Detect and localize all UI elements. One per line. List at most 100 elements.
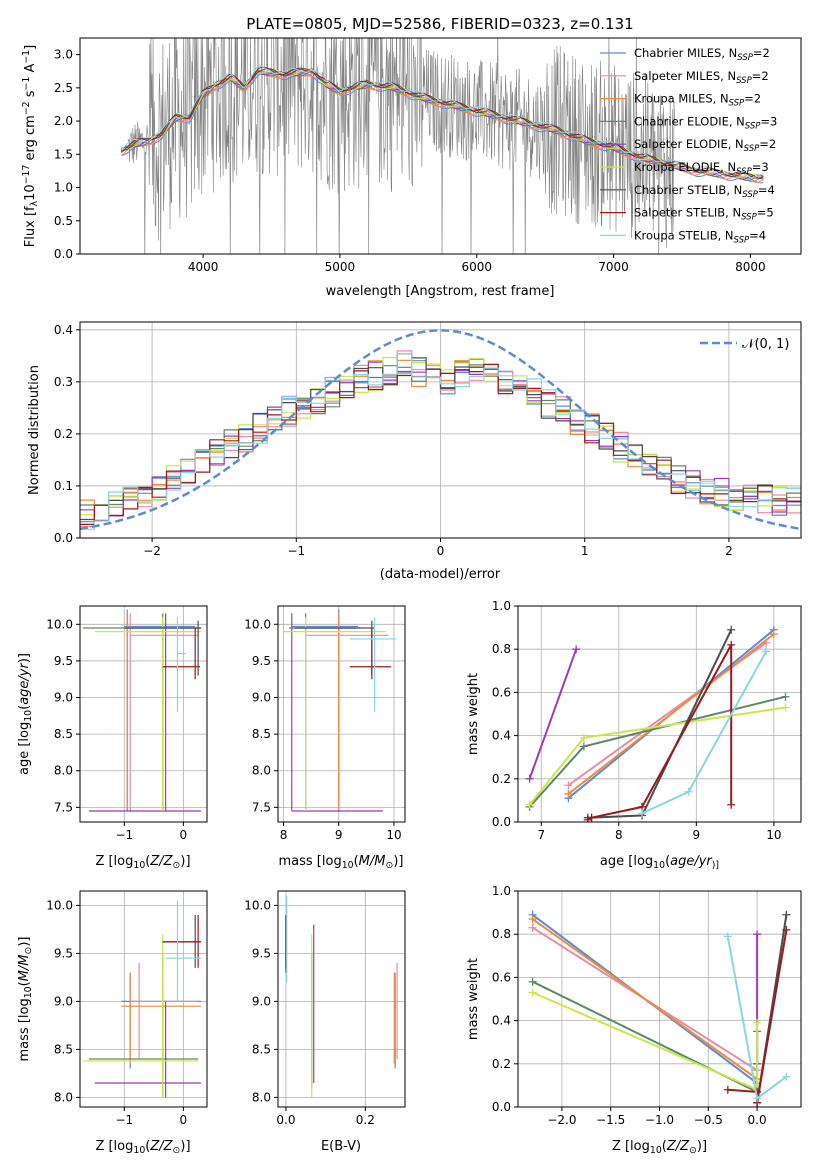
- y-tick-label: 9.5: [252, 654, 271, 668]
- y-tick-label: 0.2: [492, 772, 511, 786]
- weight-point: [525, 800, 534, 809]
- weight-point: [564, 789, 573, 798]
- label-part: Z [log: [612, 1139, 650, 1154]
- legend-entry: Salpeter STELIB, NSSP=5: [634, 206, 774, 223]
- legend-text: Chabrier STELIB, N: [634, 183, 742, 197]
- y-tick-label: 0.8: [492, 642, 511, 656]
- weight-line: [532, 918, 758, 1080]
- axes-frame: 4000 5000 6000 7000 8000 0.0 0.5 1.0 1.5 2.0 2.5 3.…: [54, 37, 802, 274]
- legend-tail: =3: [752, 160, 769, 174]
- y-tick-label: 1.0: [492, 884, 511, 898]
- label-part: (: [662, 1139, 667, 1154]
- x-tick-label: 9: [693, 828, 701, 842]
- legend-text: Salpeter MILES, N: [634, 69, 736, 83]
- axes-mass-vs-Z: −1 0 8.0 8.5 9.0 9.5 10.0: [46, 890, 208, 1127]
- plot-area: [283, 609, 397, 812]
- label-part: Flux [f: [23, 206, 38, 247]
- label-part: mass [log: [17, 998, 32, 1061]
- y-tick-label: 0.4: [492, 1014, 511, 1028]
- label-part: age/yr: [17, 661, 32, 704]
- label-part: )]: [180, 1139, 190, 1154]
- axes-border: [79, 37, 802, 255]
- label-part: 10: [133, 860, 145, 871]
- axes-weight-vs-age: 7 8 9 10 0.0 0.2 0.4 0.6 0.8 1.0: [492, 599, 802, 842]
- label-part: Z [log: [95, 1139, 133, 1154]
- x-axis-label: (data-model)/error: [380, 567, 501, 582]
- y-tick-label: 0.8: [492, 927, 511, 941]
- x-tick-label: −1: [115, 1113, 133, 1127]
- model-spectrum: [120, 66, 764, 179]
- legend-entry: Kroupa ELODIE, NSSP=3: [634, 160, 769, 177]
- axes-border: [79, 890, 208, 1108]
- model-spectrum: [120, 68, 764, 180]
- label-part: (: [145, 1139, 150, 1154]
- y-axis-label: Normed distribution: [27, 365, 42, 495]
- y-tick-label: 8.5: [54, 727, 73, 741]
- legend-tail: =2: [744, 92, 761, 106]
- x-tick-label: 9: [335, 828, 343, 842]
- legend-text: Chabrier MILES, N: [634, 46, 737, 60]
- axes-weight-vs-Z: −2.0 −1.5 −1.0 −0.5 0.0 0.0 0.2 0.4 0.6 0.8 1.0: [492, 884, 802, 1127]
- y-tick-label: 0.0: [54, 247, 73, 261]
- y-tick-label: 9.0: [252, 994, 271, 1008]
- y-tick-label: 0.3: [54, 375, 73, 389]
- x-tick-label: 1: [581, 544, 589, 558]
- x-axis-label: Z [log10(Z/Z⊙)]: [95, 854, 190, 871]
- y-tick-label: 0.1: [54, 479, 73, 493]
- x-tick-label: 6000: [461, 260, 492, 274]
- x-tick-label: −2.0: [547, 1113, 576, 1127]
- legend-sub: SSP: [734, 235, 750, 245]
- x-tick-label: 0.0: [276, 1113, 295, 1127]
- y-tick-label: 0.6: [492, 685, 511, 699]
- x-tick-label: 8000: [735, 260, 766, 274]
- label-part: (: [17, 981, 32, 986]
- x-axis-label: mass [log10(M/M⊙)]: [279, 854, 404, 871]
- x-tick-label: 0.0: [748, 1113, 767, 1127]
- axes-frame: 0.0 0.2 8.0 8.5 9.0 9.5 10.0: [244, 890, 406, 1127]
- y-tick-label: 9.5: [54, 946, 73, 960]
- legend-tail: =4: [758, 183, 775, 197]
- legend-text: Kroupa ELODIE, N: [634, 160, 736, 174]
- x-tick-label: 8: [280, 828, 288, 842]
- y-tick-label: 8.0: [252, 1090, 271, 1104]
- label-part: )]: [697, 1139, 707, 1154]
- y-tick-label: 9.0: [54, 691, 73, 705]
- x-tick-label: −0.5: [694, 1113, 723, 1127]
- legend-entry: Kroupa STELIB, NSSP=4: [634, 228, 766, 245]
- x-axis-label: E(B-V): [321, 1139, 361, 1154]
- x-axis-label: wavelength [Angstrom, rest frame]: [326, 284, 555, 299]
- weight-point: [782, 910, 791, 919]
- label-part: 10: [653, 860, 665, 871]
- legend-tail: =2: [759, 137, 776, 151]
- x-tick-label: −2: [143, 544, 161, 558]
- weight-line: [528, 648, 578, 780]
- y-tick-label: 8.0: [54, 1090, 73, 1104]
- gaussian-curve: [80, 329, 801, 531]
- label-part: Z [log: [95, 854, 133, 869]
- weight-point: [727, 800, 736, 809]
- weight-line: [587, 644, 733, 821]
- x-axis-label: Z [log10(Z/Z⊙)]: [95, 1139, 190, 1156]
- x-tick-label: 0.2: [356, 1113, 375, 1127]
- weight-point: [528, 988, 537, 997]
- weight-point: [782, 925, 791, 934]
- x-tick-label: 7000: [598, 260, 629, 274]
- axes-spectrum: 4000 5000 6000 7000 8000 0.0 0.5 1.0 1.5 2.0 2.5 3.…: [54, 37, 802, 274]
- label-part: −1: [21, 77, 32, 91]
- label-part: ⊙: [385, 860, 393, 871]
- plot-area: [80, 329, 801, 531]
- legend-sub: SSP: [741, 213, 757, 223]
- y-tick-label: 0.2: [54, 427, 73, 441]
- legend-sub: SSP: [744, 144, 760, 154]
- label-part: 10: [23, 184, 38, 201]
- axes-border: [277, 890, 406, 1108]
- x-tick-label: 5000: [325, 260, 356, 274]
- legend-tail: =3: [760, 114, 777, 128]
- weight-line: [641, 650, 767, 815]
- x-tick-label: 0: [180, 828, 188, 842]
- y-tick-label: 1.0: [54, 181, 73, 195]
- label-part: Z/Z: [149, 1139, 173, 1154]
- weight-point: [753, 930, 762, 939]
- axes-frame: −1 0 7.5 8.0 8.5 9.0 9.5 10.0: [46, 605, 208, 842]
